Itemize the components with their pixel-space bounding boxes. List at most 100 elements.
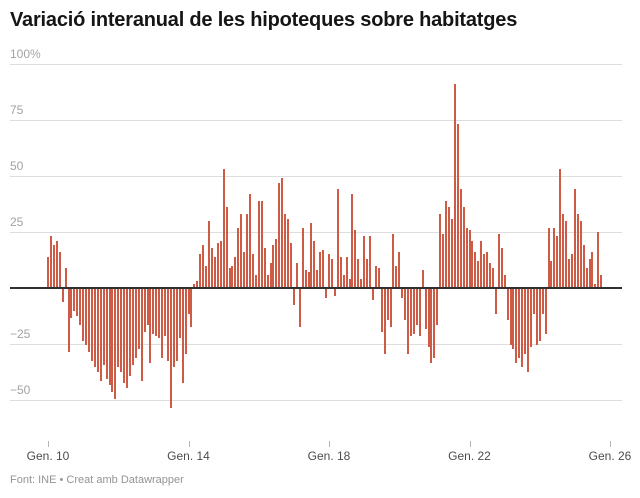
data-bar [527,289,529,372]
data-bar [310,223,313,288]
x-axis-tick-mark [329,441,330,447]
data-bar [553,228,556,288]
data-bar [462,207,465,288]
data-bar [322,250,325,288]
data-bar [363,236,366,288]
chart-footer: Font: INE • Creat amb Datawrapper [10,474,184,486]
x-axis-tick-mark [469,441,471,447]
y-axis-tick-label: −25 [10,327,31,341]
data-bar [489,263,491,288]
data-bar [164,289,167,336]
data-bar [99,289,102,381]
data-bar [202,245,205,288]
data-bar [579,221,582,288]
data-bar [190,289,193,327]
data-bar [377,268,380,288]
data-bar [480,241,483,288]
y-axis-tick-label: 75 [10,103,24,117]
data-bar [134,289,137,358]
data-bar [600,275,603,288]
y-gridline [10,232,622,233]
data-bar [240,214,243,288]
data-bar [357,259,360,288]
data-bar [140,289,143,381]
x-axis-tick-label: Gen. 26 [588,449,632,463]
data-bar [550,261,553,288]
data-bar [178,289,181,338]
data-bar [339,257,342,288]
data-bar [172,289,175,367]
data-bar [272,245,275,288]
data-bar [518,289,521,358]
data-bar [497,234,500,288]
data-bar [456,124,459,288]
data-bar [530,289,532,347]
data-bar [266,275,269,288]
data-bar [474,252,477,288]
data-bar [342,275,345,288]
y-axis-tick-label: −50 [10,383,31,397]
data-bar [292,289,295,305]
data-bar [114,289,117,399]
data-bar [167,289,169,361]
data-bar [137,289,140,349]
data-bar [369,236,371,288]
x-axis-tick-label: Gen. 14 [167,449,210,463]
data-bar [88,289,90,352]
data-bar [213,257,216,288]
data-bar [328,254,330,288]
x-axis-tick-mark [610,441,611,447]
data-bar [260,201,263,288]
data-bar [573,189,576,288]
data-bar [559,169,562,288]
data-bar [237,228,240,288]
data-bar [515,289,518,363]
data-bar [418,289,421,336]
data-bar [82,289,85,341]
data-bar [281,178,284,288]
y-gridline [10,176,622,177]
data-bar [161,289,164,358]
data-bar [330,259,333,288]
data-bar [319,252,322,288]
data-bar [102,289,105,365]
data-bar [585,268,588,288]
data-bar [450,219,453,288]
data-bar [85,289,88,345]
data-bar [494,289,497,314]
data-bar [401,289,404,298]
data-bar [90,289,93,361]
data-bar [146,289,149,325]
y-axis-tick-label: 25 [10,215,24,229]
data-bar [126,289,128,388]
data-bar [64,268,67,288]
y-axis-tick-label: 50 [10,159,24,173]
data-bar [131,289,134,365]
data-bar [225,207,228,288]
y-gridline [10,400,622,401]
data-bar [468,230,471,288]
data-bar [79,289,82,325]
data-bar [348,279,351,288]
data-bar [108,289,111,385]
data-bar [509,289,512,345]
data-bar [374,266,377,288]
data-bar [477,261,480,288]
data-bar [93,289,96,367]
data-bar [155,289,158,336]
data-bar [541,289,544,314]
data-bar [231,266,234,288]
data-bar [568,259,570,288]
data-bar [129,289,131,376]
data-bar [120,289,123,372]
data-bar [366,259,368,288]
data-bar [360,279,363,288]
data-bar [409,289,412,336]
data-bar [304,270,307,288]
data-bar [289,243,292,288]
data-bar [105,289,108,379]
data-bar [76,289,79,316]
data-bar [208,221,210,288]
